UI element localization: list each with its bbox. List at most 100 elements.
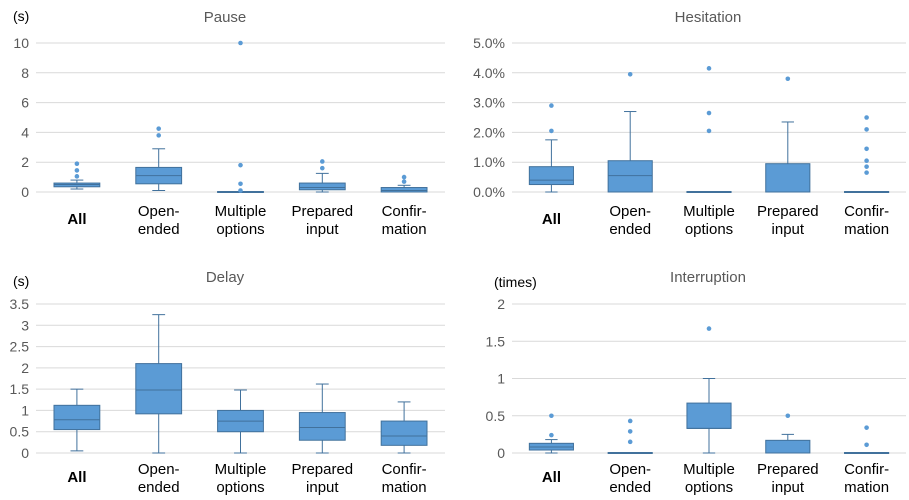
- outlier-point: [549, 432, 554, 438]
- box-5: [844, 425, 890, 454]
- outlier-point: [706, 110, 712, 116]
- y-tick-label: 1.5: [10, 381, 30, 397]
- outlier-point: [785, 76, 791, 82]
- category-label-line1: Open-: [609, 203, 651, 220]
- iqr-box: [686, 402, 732, 429]
- y-tick-label: 0.5: [486, 408, 506, 424]
- y-tick-label: 0.0%: [473, 184, 505, 200]
- y-tick-label: 1.5: [486, 333, 506, 349]
- box-3: [686, 326, 732, 454]
- outlier-point: [320, 159, 325, 164]
- y-tick-label: 1.0%: [473, 154, 505, 170]
- box-2: [607, 418, 653, 454]
- outlier-point: [627, 439, 633, 445]
- outlier-point: [238, 188, 243, 193]
- y-unit-label: (s): [13, 8, 29, 24]
- category-label: All: [542, 469, 561, 486]
- category-label-line1: Open-: [609, 461, 651, 478]
- outlier-point: [549, 103, 554, 108]
- category-label-line2: ended: [138, 479, 180, 496]
- box-1: [53, 161, 101, 190]
- chart-panel-2: 0.0% 1.0% 2.0% 3.0% 4.0% 5.0% Hesitation All Ope…: [473, 9, 906, 238]
- box-3: [217, 40, 264, 193]
- box-4: [298, 159, 346, 193]
- category-label-line2: mation: [382, 221, 427, 238]
- outlier-point: [401, 179, 407, 184]
- y-tick-label: 3.0%: [473, 95, 505, 111]
- category-label-line1: Prepared: [291, 461, 353, 478]
- y-tick-label: 0.5: [10, 424, 30, 440]
- outlier-point: [864, 158, 869, 164]
- box-1: [53, 388, 101, 452]
- box-4: [765, 413, 811, 454]
- iqr-box: [53, 404, 101, 431]
- y-tick-label: 8: [21, 65, 29, 81]
- outlier-point: [864, 442, 869, 448]
- category-label-line2: input: [772, 221, 805, 238]
- outlier-point: [549, 413, 554, 419]
- chart-panel-3: 0 0.5 1 1.5 2 2.5 3 3.5 Delay (s) All Open-ended Mul…: [10, 269, 445, 496]
- box-2: [135, 314, 183, 454]
- outlier-point: [864, 164, 869, 169]
- y-tick-label: 0: [21, 184, 29, 200]
- y-tick-label: 0: [21, 445, 29, 461]
- category-label-line2: options: [216, 479, 264, 496]
- box-3: [217, 389, 264, 454]
- iqr-box: [765, 163, 811, 193]
- chart-title: Hesitation: [675, 9, 742, 26]
- y-tick-label: 4.0%: [473, 65, 505, 81]
- iqr-box: [135, 363, 183, 415]
- outlier-point: [706, 66, 712, 71]
- outlier-point: [401, 174, 407, 180]
- box-1: [528, 103, 574, 193]
- category-label-line1: Confir-: [844, 461, 889, 478]
- box-4: [765, 76, 811, 193]
- box-2: [135, 126, 183, 192]
- box-1: [528, 413, 574, 454]
- category-label-line1: Prepared: [757, 461, 819, 478]
- outlier-point: [627, 429, 633, 434]
- category-label-line2: ended: [609, 479, 651, 496]
- y-tick-label: 2: [21, 154, 29, 170]
- outlier-point: [627, 71, 633, 77]
- y-tick-label: 3.5: [10, 296, 30, 312]
- outlier-point: [74, 174, 80, 179]
- category-label-line1: Confir-: [844, 203, 889, 220]
- category-label-line1: Multiple: [683, 203, 735, 220]
- y-tick-label: 4: [21, 124, 29, 140]
- box-3: [686, 66, 732, 193]
- category-label: All: [67, 211, 86, 228]
- category-label-line2: input: [306, 221, 339, 238]
- outlier-point: [238, 40, 243, 46]
- category-label-line1: Confir-: [382, 203, 427, 220]
- chart-panel-4: 0 0.5 1 1.5 2 Interruption (times) All Open-ende…: [486, 269, 906, 496]
- category-label-line2: options: [685, 479, 733, 496]
- y-unit-label: (s): [13, 273, 29, 289]
- category-label-line2: options: [685, 221, 733, 238]
- y-tick-label: 1: [497, 371, 505, 387]
- category-label-line1: Prepared: [291, 203, 353, 220]
- category-label-line2: input: [772, 479, 805, 496]
- category-label-line2: ended: [138, 221, 180, 238]
- iqr-box: [298, 412, 346, 441]
- category-label: All: [542, 211, 561, 228]
- y-tick-label: 2.5: [10, 339, 30, 355]
- iqr-box: [765, 439, 811, 454]
- outlier-point: [706, 128, 712, 134]
- box-5: [380, 174, 428, 193]
- outlier-point: [864, 146, 869, 152]
- outlier-point: [320, 165, 325, 171]
- chart-panel-1: 0 2 4 6 8 10 Pause (s) All Open-ended Multipleopti…: [13, 8, 445, 238]
- category-label-line1: Open-: [138, 203, 180, 220]
- iqr-box: [607, 160, 653, 193]
- category-label-line1: Prepared: [757, 203, 819, 220]
- category-label-line2: mation: [844, 221, 889, 238]
- iqr-box: [528, 166, 574, 186]
- y-tick-label: 5.0%: [473, 35, 505, 51]
- y-tick-label: 6: [21, 95, 29, 111]
- iqr-box: [298, 182, 346, 191]
- chart-title: Interruption: [670, 269, 746, 286]
- box-5: [844, 115, 890, 193]
